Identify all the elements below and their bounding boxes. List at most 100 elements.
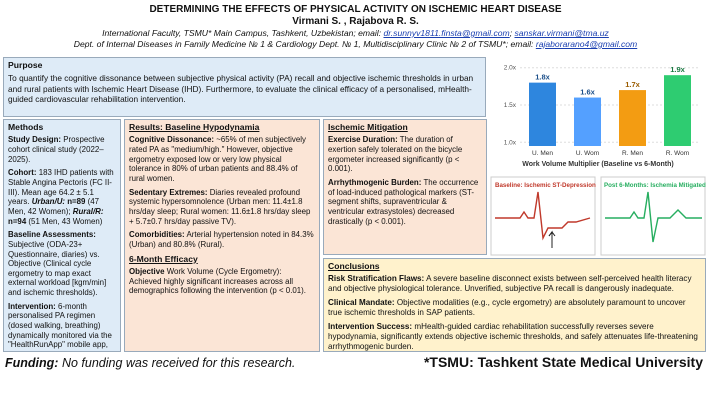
paragraph: Clinical Mandate: Objective modalities (…: [328, 298, 701, 318]
text: Prospective cohort clinical study (2022–…: [8, 135, 105, 164]
paragraph: Risk Stratification Flaws: A severe base…: [328, 274, 701, 294]
bar: [529, 82, 556, 146]
heading: Purpose: [8, 60, 43, 70]
text: A severe baseline disconnect exists betw…: [328, 274, 692, 294]
separator: ;: [509, 28, 513, 38]
results-box: Results: Baseline Hypodynamia Cognitive …: [124, 119, 320, 352]
items: Cognitive Dissonance: ~65% of men subjec…: [129, 135, 315, 249]
affiliation-text: Dept. of Internal Diseases in Family Med…: [73, 39, 534, 49]
value-label: 1.8x: [535, 73, 550, 82]
lead: Funding:: [5, 356, 59, 370]
n: n=94: [8, 216, 27, 226]
lead: Sedentary Extremes:: [129, 187, 208, 197]
chart-title: Work Volume Multiplier (Baseline vs 6-Mo…: [522, 161, 673, 168]
purpose-box: Purpose To quantify the cognitive disson…: [3, 57, 486, 117]
paragraph: Baseline Assessments: Subjective (ODA-23…: [8, 230, 116, 297]
ecg-panel: Baseline: Ischemic ST-Depression Post 6-…: [490, 176, 706, 256]
paragraph: Intervention: 6-month personalised PA re…: [8, 301, 116, 351]
items: Objective Work Volume (Cycle Ergometry):…: [129, 267, 315, 296]
lead: Intervention:: [8, 301, 56, 311]
lead: Exercise Duration:: [328, 135, 398, 145]
text: The occurrence of load-induced pathologi…: [328, 178, 479, 226]
text: (47 Men, 42 Women);: [8, 197, 100, 216]
text: mHealth-guided cardiac rehabilitation su…: [328, 321, 698, 351]
lead: Cohort:: [8, 168, 37, 178]
purpose-text: To quantify the cognitive dissonance bet…: [8, 73, 474, 104]
bar: [574, 97, 601, 146]
subheading: 6-Month Efficacy: [129, 253, 198, 264]
text: Work Volume (Cycle Ergometry): Achieved …: [129, 267, 306, 296]
paragraph: Arrhythmogenic Burden: The occurrence of…: [328, 178, 482, 226]
paragraph: Comorbidities: Arterial hypertension not…: [129, 230, 315, 249]
affiliation-1: International Faculty, TSMU* Main Campus…: [0, 28, 711, 38]
conclusions-box: Conclusions Risk Stratification Flaws: A…: [323, 258, 706, 352]
paragraph: Intervention Success: mHealth-guided car…: [328, 321, 701, 351]
heading: Conclusions: [328, 261, 380, 271]
value-label: 1.9x: [670, 65, 685, 74]
ecg-frame: [490, 176, 596, 256]
ecg-trace: [605, 191, 702, 243]
text: Arterial hypertension noted in 84.3% (Ur…: [129, 230, 314, 249]
text: The duration of exertion safely tolerate…: [328, 135, 463, 174]
lead: Risk Stratification Flaws:: [328, 274, 425, 284]
lead: Urban/U:: [31, 197, 66, 207]
x-tick-label: U. Men: [532, 150, 553, 157]
heading: Results: Baseline Hypodynamia: [129, 122, 260, 132]
text: ~65% of men subjectively rated PA as "me…: [129, 135, 306, 184]
x-tick-label: U. Wom: [576, 150, 599, 157]
ecg-label: Post 6-Months: Ischemia Mitigated: [604, 182, 706, 189]
bar: [664, 75, 691, 146]
lead: Rural/R:: [72, 206, 104, 216]
n: n=89: [67, 197, 86, 207]
text: (51 Men, 43 Women): [28, 216, 103, 226]
funding: Funding: No funding was received for thi…: [5, 356, 295, 370]
lead: Cognitive Dissonance:: [129, 135, 215, 145]
authors: Virmani S. , Rajabova R. S.: [292, 16, 419, 27]
lead: Arrhythmogenic Burden:: [328, 178, 422, 188]
lead: Clinical Mandate:: [328, 298, 395, 308]
arrow: [548, 231, 556, 248]
text: No funding was received for this researc…: [61, 356, 296, 370]
email[interactable]: sanskar.virmani@tma.uz: [514, 28, 609, 38]
lead: Intervention Success:: [328, 321, 413, 331]
x-tick-label: R. Wom: [666, 150, 689, 157]
y-tick-label: 1.5x: [504, 102, 517, 109]
y-tick-label: 2.0x: [504, 65, 517, 72]
x-tick-label: R. Men: [622, 150, 643, 157]
items: Exercise Duration: The duration of exert…: [328, 135, 482, 226]
affiliation-2: Dept. of Internal Diseases in Family Med…: [0, 39, 711, 49]
items: Baseline Assessments: Subjective (ODA-23…: [8, 230, 116, 351]
paragraph: Cognitive Dissonance: ~65% of men subjec…: [129, 135, 315, 183]
text: Diaries revealed profound systemic hyper…: [129, 187, 311, 226]
lead: Study Design:: [8, 135, 62, 145]
value-label: 1.7x: [625, 80, 640, 89]
paragraph: Cohort: 183 IHD patients with Stable Ang…: [8, 168, 116, 226]
heading: Methods: [8, 122, 44, 132]
lead: Baseline Assessments:: [8, 230, 96, 240]
methods-box: Methods Study Design: Prospective cohort…: [3, 119, 121, 352]
items: Risk Stratification Flaws: A severe base…: [328, 274, 701, 351]
paragraph: Exercise Duration: The duration of exert…: [328, 135, 482, 174]
heading: Ischemic Mitigation: [328, 122, 408, 132]
text: 6-month personalised PA regimen (dosed w…: [8, 301, 115, 351]
affiliation-text: International Faculty, TSMU* Main Campus…: [102, 28, 382, 38]
ecg-trace: [495, 191, 591, 241]
y-tick-label: 1.0x: [504, 139, 517, 146]
lead: Comorbidities:: [129, 230, 185, 240]
lead: Objective: [129, 267, 165, 277]
email[interactable]: dr.sunnyv1811.finsta@gmail.com: [383, 28, 510, 38]
text: Subjective (ODA-23+ Questionnaire, diari…: [8, 239, 107, 298]
ecg-label: Baseline: Ischemic ST-Depression: [495, 182, 596, 189]
email[interactable]: rajaborarano4@gmail.com: [535, 39, 638, 49]
value-label: 1.6x: [580, 88, 595, 97]
chart: Work Volume Multiplier (Baseline vs 6-Mo…: [490, 58, 706, 172]
bar: [619, 90, 646, 146]
text: Objective modalities (e.g., cycle ergome…: [328, 298, 686, 318]
institution: *TSMU: Tashkent State Medical University: [423, 354, 703, 370]
paragraph: Objective Work Volume (Cycle Ergometry):…: [129, 267, 315, 296]
text: 183 IHD patients with Stable Angina Pect…: [8, 168, 114, 207]
paragraph: Study Design: Prospective cohort clinica…: [8, 135, 116, 164]
paragraph: Sedentary Extremes: Diaries revealed pro…: [129, 188, 315, 227]
mitigation-box: Ischemic Mitigation Exercise Duration: T…: [323, 119, 487, 255]
